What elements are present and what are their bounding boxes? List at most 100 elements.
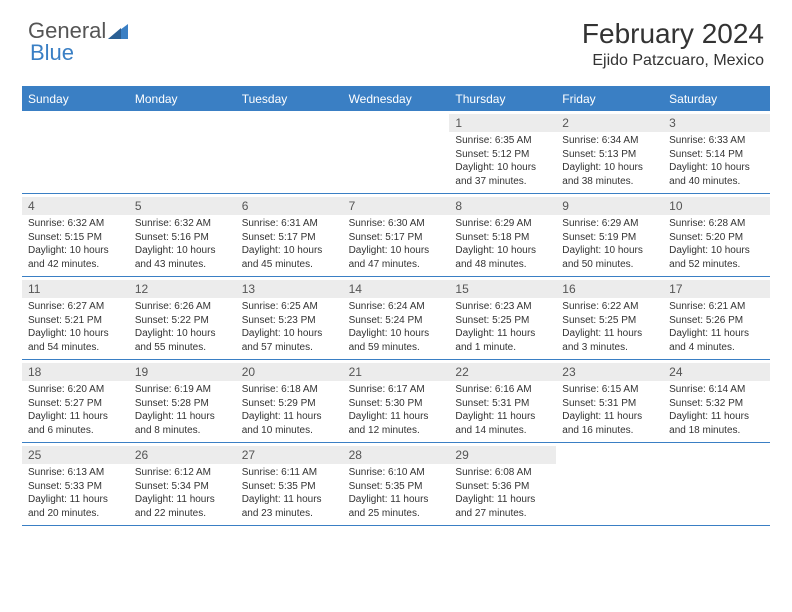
day-number: 6 — [236, 197, 343, 215]
day-cell: 22Sunrise: 6:16 AMSunset: 5:31 PMDayligh… — [449, 360, 556, 442]
daylight-line: Daylight: 10 hours — [455, 244, 550, 258]
sunset-line: Sunset: 5:23 PM — [242, 314, 337, 328]
day-number: 4 — [22, 197, 129, 215]
sail-icon — [108, 22, 130, 40]
daylight-line: Daylight: 10 hours — [242, 244, 337, 258]
sunset-line: Sunset: 5:20 PM — [669, 231, 764, 245]
day-number: 23 — [556, 363, 663, 381]
header: General February 2024 Ejido Patzcuaro, M… — [0, 0, 792, 80]
sunrise-line: Sunrise: 6:26 AM — [135, 300, 230, 314]
daylight-line: Daylight: 11 hours — [562, 327, 657, 341]
sunset-line: Sunset: 5:35 PM — [349, 480, 444, 494]
day-number: 29 — [449, 446, 556, 464]
daylight-line: Daylight: 11 hours — [669, 327, 764, 341]
day-cell: 3Sunrise: 6:33 AMSunset: 5:14 PMDaylight… — [663, 111, 770, 193]
sunset-line: Sunset: 5:26 PM — [669, 314, 764, 328]
sunrise-line: Sunrise: 6:32 AM — [28, 217, 123, 231]
sunset-line: Sunset: 5:13 PM — [562, 148, 657, 162]
sunrise-line: Sunrise: 6:22 AM — [562, 300, 657, 314]
daylight-line: and 48 minutes. — [455, 258, 550, 272]
day-number: 3 — [663, 114, 770, 132]
sunset-line: Sunset: 5:36 PM — [455, 480, 550, 494]
day-number: 28 — [343, 446, 450, 464]
sunrise-line: Sunrise: 6:28 AM — [669, 217, 764, 231]
day-number: 5 — [129, 197, 236, 215]
day-number: 27 — [236, 446, 343, 464]
day-number: 10 — [663, 197, 770, 215]
daylight-line: and 22 minutes. — [135, 507, 230, 521]
daylight-line: and 43 minutes. — [135, 258, 230, 272]
day-cell: 27 Sunrise: 6:11 AMSunset: 5:35 PMDayligh… — [236, 443, 343, 525]
dow-cell: Monday — [129, 88, 236, 111]
sunrise-line: Sunrise: 6:15 AM — [562, 383, 657, 397]
day-number: 13 — [236, 280, 343, 298]
sunset-line: Sunset: 5:35 PM — [242, 480, 337, 494]
daylight-line: and 42 minutes. — [28, 258, 123, 272]
sunset-line: Sunset: 5:19 PM — [562, 231, 657, 245]
daylight-line: Daylight: 11 hours — [242, 493, 337, 507]
sunset-line: Sunset: 5:16 PM — [135, 231, 230, 245]
sunrise-line: Sunrise: 6:20 AM — [28, 383, 123, 397]
day-number: 9 — [556, 197, 663, 215]
day-cell: 5Sunrise: 6:32 AMSunset: 5:16 PMDaylight… — [129, 194, 236, 276]
daylight-line: Daylight: 10 hours — [669, 244, 764, 258]
day-cell — [22, 111, 129, 193]
sunset-line: Sunset: 5:31 PM — [562, 397, 657, 411]
daylight-line: and 47 minutes. — [349, 258, 444, 272]
sunset-line: Sunset: 5:22 PM — [135, 314, 230, 328]
day-number: 8 — [449, 197, 556, 215]
daylight-line: Daylight: 11 hours — [455, 327, 550, 341]
daylight-line: Daylight: 10 hours — [28, 244, 123, 258]
day-number: 2 — [556, 114, 663, 132]
daylight-line: Daylight: 11 hours — [562, 410, 657, 424]
sunset-line: Sunset: 5:17 PM — [242, 231, 337, 245]
day-number: 12 — [129, 280, 236, 298]
sunrise-line: Sunrise: 6:27 AM — [28, 300, 123, 314]
sunset-line: Sunset: 5:31 PM — [455, 397, 550, 411]
sunset-line: Sunset: 5:14 PM — [669, 148, 764, 162]
day-number: 22 — [449, 363, 556, 381]
day-cell: 29Sunrise: 6:08 AMSunset: 5:36 PMDayligh… — [449, 443, 556, 525]
daylight-line: and 6 minutes. — [28, 424, 123, 438]
day-number: 20 — [236, 363, 343, 381]
daylight-line: and 54 minutes. — [28, 341, 123, 355]
week-row: 25Sunrise: 6:13 AMSunset: 5:33 PMDayligh… — [22, 443, 770, 526]
sunrise-line: Sunrise: 6:14 AM — [669, 383, 764, 397]
day-number: 24 — [663, 363, 770, 381]
daylight-line: and 1 minute. — [455, 341, 550, 355]
sunrise-line: Sunrise: 6:17 AM — [349, 383, 444, 397]
day-number: 17 — [663, 280, 770, 298]
daylight-line: Daylight: 10 hours — [135, 327, 230, 341]
sunrise-line: Sunrise: 6:16 AM — [455, 383, 550, 397]
sunrise-line: Sunrise: 6:29 AM — [562, 217, 657, 231]
daylight-line: and 10 minutes. — [242, 424, 337, 438]
sunrise-line: Sunrise: 6:35 AM — [455, 134, 550, 148]
day-cell: 18Sunrise: 6:20 AMSunset: 5:27 PMDayligh… — [22, 360, 129, 442]
daylight-line: Daylight: 10 hours — [455, 161, 550, 175]
title-block: February 2024 Ejido Patzcuaro, Mexico — [582, 18, 764, 70]
brand-part2: Blue — [30, 40, 74, 66]
sunrise-line: Sunrise: 6:12 AM — [135, 466, 230, 480]
daylight-line: Daylight: 11 hours — [135, 410, 230, 424]
daylight-line: and 57 minutes. — [242, 341, 337, 355]
sunrise-line: Sunrise: 6:11 AM — [242, 466, 337, 480]
dow-cell: Tuesday — [236, 88, 343, 111]
daylight-line: and 50 minutes. — [562, 258, 657, 272]
sunset-line: Sunset: 5:28 PM — [135, 397, 230, 411]
sunrise-line: Sunrise: 6:34 AM — [562, 134, 657, 148]
sunset-line: Sunset: 5:18 PM — [455, 231, 550, 245]
daylight-line: Daylight: 11 hours — [242, 410, 337, 424]
sunset-line: Sunset: 5:34 PM — [135, 480, 230, 494]
calendar-grid: SundayMondayTuesdayWednesdayThursdayFrid… — [22, 86, 770, 526]
sunrise-line: Sunrise: 6:29 AM — [455, 217, 550, 231]
day-cell: 10 Sunrise: 6:28 AMSunset: 5:20 PMDayligh… — [663, 194, 770, 276]
day-number: 19 — [129, 363, 236, 381]
daylight-line: and 20 minutes. — [28, 507, 123, 521]
sunset-line: Sunset: 5:24 PM — [349, 314, 444, 328]
day-cell: 11Sunrise: 6:27 AMSunset: 5:21 PMDayligh… — [22, 277, 129, 359]
sunrise-line: Sunrise: 6:31 AM — [242, 217, 337, 231]
day-cell — [129, 111, 236, 193]
day-cell: 13Sunrise: 6:25 AMSunset: 5:23 PMDayligh… — [236, 277, 343, 359]
day-number — [556, 446, 663, 464]
day-cell: 20Sunrise: 6:18 AMSunset: 5:29 PMDayligh… — [236, 360, 343, 442]
